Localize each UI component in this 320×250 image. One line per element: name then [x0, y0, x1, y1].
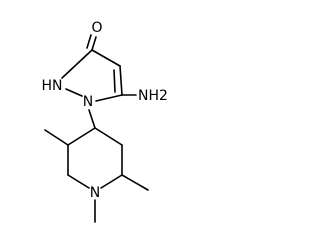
bond	[121, 174, 149, 191]
atom-label: NH2	[138, 88, 168, 104]
bond	[86, 34, 92, 49]
bond	[91, 49, 121, 67]
bond	[67, 127, 96, 146]
atom-label: HN	[42, 78, 63, 94]
bond	[67, 174, 90, 189]
bond	[94, 127, 123, 146]
atom-label: O	[91, 20, 102, 36]
bond	[61, 49, 93, 79]
atom-label: N	[83, 94, 93, 110]
bond	[119, 65, 123, 96]
atom-label: N	[90, 185, 100, 201]
bond	[88, 109, 96, 129]
bonds	[44, 34, 149, 223]
bond	[44, 129, 69, 146]
bond	[113, 69, 116, 93]
structure-diagram: O HN N NH2 N	[42, 20, 168, 223]
bond	[95, 94, 123, 102]
bond	[91, 36, 97, 51]
bond	[65, 88, 83, 97]
bond	[100, 174, 123, 189]
